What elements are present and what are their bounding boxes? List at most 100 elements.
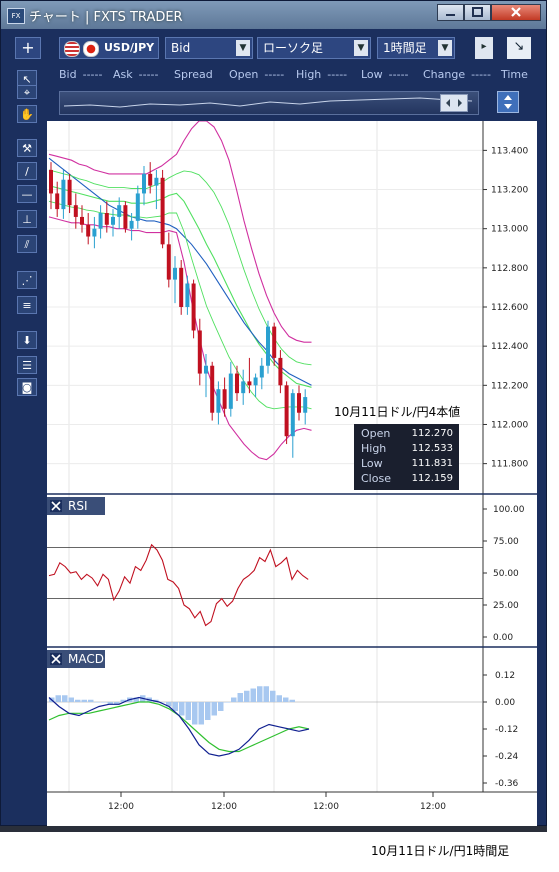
- ohlc-value-open: 112.270: [411, 428, 453, 439]
- camera-icon[interactable]: ◙: [17, 378, 37, 396]
- macd-histogram-bar: [198, 702, 204, 725]
- candle-body: [86, 224, 91, 237]
- maximize-button[interactable]: [464, 4, 491, 21]
- macd-axis-label: -0.24: [495, 752, 519, 762]
- price-axis-label: 112.600: [491, 303, 528, 313]
- candle-body: [253, 377, 258, 386]
- rsi-title: RSI: [68, 499, 88, 513]
- quote-value: -----: [388, 68, 409, 81]
- price-type-select[interactable]: Bid ▼: [165, 37, 253, 59]
- macd-histogram-bar: [88, 699, 94, 702]
- quote-field-change: Change -----: [423, 68, 491, 81]
- chevron-down-icon: ▼: [354, 40, 368, 56]
- drawing-toolbar: ↖ ⌖ ✋ ⚒ / — ⊥ ⫽ ⋰ ≡ ⬇ ☰ ◙: [13, 65, 41, 405]
- macd-histogram-bar: [250, 688, 256, 702]
- close-button[interactable]: [491, 4, 541, 21]
- macd-histogram-bar: [244, 690, 250, 702]
- crosshair-icon[interactable]: ⌖: [17, 85, 37, 99]
- rsi-axis-label: 50.00: [493, 569, 519, 579]
- minimize-button[interactable]: [437, 4, 464, 21]
- macd-close-icon: [51, 654, 61, 664]
- macd-axis-label: 0.00: [495, 698, 515, 708]
- ohlc-value-close: 112.159: [411, 473, 453, 484]
- macd-histogram-bar: [68, 697, 74, 702]
- macd-histogram-bar: [218, 702, 224, 711]
- hand-pan-icon[interactable]: ✋: [17, 105, 37, 123]
- time-axis-label: 12:00: [420, 802, 446, 812]
- navigator-zoom-button[interactable]: [497, 91, 519, 113]
- macd-histogram-bar: [107, 702, 113, 705]
- macd-histogram-bar: [224, 702, 230, 703]
- quote-label: Open: [229, 68, 259, 81]
- quote-field-low: Low -----: [361, 68, 409, 81]
- macd-histogram-bar: [172, 702, 178, 711]
- candle-body: [104, 213, 109, 225]
- macd-title: MACD: [68, 652, 104, 666]
- candle-body: [49, 169, 53, 194]
- ohlc-value-low: 111.831: [411, 458, 453, 469]
- quote-field-spread: Spread: [174, 68, 219, 81]
- price-axis-label: 113.400: [491, 146, 528, 156]
- quote-label: Ask: [113, 68, 133, 81]
- horizontal-line-icon[interactable]: —: [17, 185, 37, 203]
- macd-histogram-bar: [94, 702, 100, 703]
- list-icon[interactable]: ☰: [17, 356, 37, 374]
- macd-histogram-bar: [101, 702, 107, 703]
- candle-body: [67, 179, 72, 206]
- quote-label: Spread: [174, 68, 213, 81]
- fibonacci-icon[interactable]: ≡: [17, 296, 37, 314]
- rsi-axis-label: 0.00: [493, 633, 513, 643]
- candle-body: [117, 205, 122, 217]
- expand-window-button[interactable]: ↘: [507, 37, 531, 59]
- candle-body: [142, 173, 146, 194]
- navigator-handle[interactable]: [440, 94, 468, 112]
- parallel-lines-icon[interactable]: ⫽: [17, 235, 37, 253]
- price-axis-label: 113.200: [491, 186, 528, 196]
- bollinger-inner-lower-line: [48, 200, 312, 410]
- chart-area[interactable]: 113.400 113.200 113.000 112.800 112.600 112.4…: [47, 121, 537, 827]
- chart-navigator[interactable]: [59, 91, 479, 115]
- navigator-handle-arrows-icon: [446, 99, 462, 107]
- quote-label: High: [296, 68, 322, 81]
- candle-body: [284, 385, 289, 437]
- macd-histogram-bar: [231, 697, 237, 702]
- chart-toolbar: + USD/JPY Bid ▼ ローソク足 ▼ 1時間足 ▼ ▸ ↘: [1, 29, 546, 65]
- add-chart-button[interactable]: +: [15, 37, 41, 59]
- macd-histogram-bar: [257, 686, 263, 702]
- download-icon[interactable]: ⬇: [17, 331, 37, 349]
- bollinger-upper-line: [48, 121, 312, 343]
- macd-histogram-bar: [55, 695, 61, 702]
- macd-histogram-bar: [270, 690, 276, 702]
- time-axis-label: 12:00: [313, 802, 339, 812]
- candle-body: [98, 213, 103, 229]
- timeframe-select[interactable]: 1時間足 ▼: [377, 37, 455, 59]
- candle-body: [173, 267, 177, 280]
- quote-bar: Bid ----- Ask ----- Spread Open ----- High -----…: [47, 65, 537, 121]
- macd-histogram-bar: [276, 695, 282, 702]
- rsi-close-icon: [51, 501, 61, 511]
- candle-body: [179, 267, 184, 307]
- symbol-selector[interactable]: USD/JPY: [59, 37, 159, 59]
- chart-type-select[interactable]: ローソク足 ▼: [257, 37, 371, 59]
- candle-body: [80, 216, 84, 225]
- candle-annotation: 10月11日ドル/円4本値: [334, 405, 461, 419]
- quote-field-open: Open -----: [229, 68, 284, 81]
- trendline-icon[interactable]: /: [17, 162, 37, 180]
- vertical-line-icon[interactable]: ⊥: [17, 210, 37, 228]
- fan-icon[interactable]: ⋰: [17, 271, 37, 289]
- candle-body: [166, 244, 171, 280]
- macd-histogram-bar: [185, 702, 191, 720]
- quote-label: Low: [361, 68, 383, 81]
- macd-histogram-bar: [263, 686, 269, 702]
- candle-body: [241, 381, 246, 394]
- candle-body: [247, 381, 252, 386]
- candle-body: [204, 365, 208, 374]
- hammer-icon[interactable]: ⚒: [17, 139, 37, 157]
- macd-line: [48, 696, 310, 757]
- toolbar-scroll-right-button[interactable]: ▸: [475, 37, 493, 59]
- candle-body: [111, 216, 115, 225]
- title-bar[interactable]: FX チャート | FXTS TRADER: [1, 1, 546, 29]
- rsi-axis-label: 100.00: [493, 505, 525, 515]
- candle-body: [290, 393, 295, 437]
- candle-body: [297, 393, 301, 413]
